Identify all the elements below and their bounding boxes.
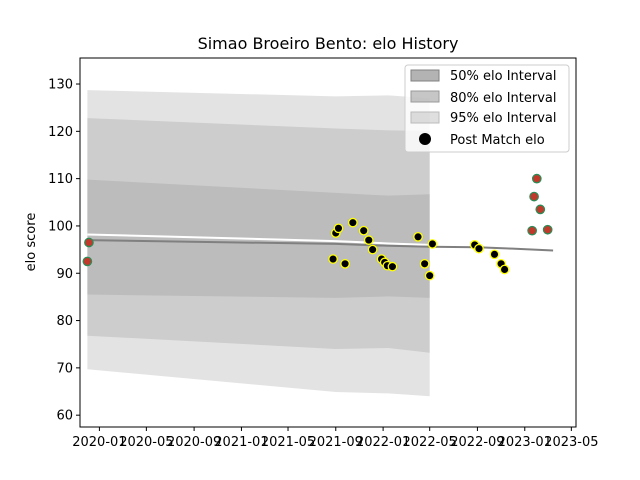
chart-title: Simao Broeiro Bento: elo History: [198, 34, 459, 53]
post-match-point-9: [367, 244, 378, 255]
y-tick-label: 70: [56, 361, 73, 376]
legend-label-post-match: Post Match elo: [450, 133, 545, 148]
x-tick-label: 2020-09: [167, 435, 221, 450]
post-match-point-25: [531, 173, 542, 184]
legend-label-80: 80% elo Interval: [450, 91, 557, 106]
axes-frame: [79, 57, 577, 428]
y-tick-label: 120: [48, 125, 73, 140]
post-match-point-26: [535, 204, 546, 215]
post-match-point-8: [363, 235, 374, 245]
x-tick-label: 2021-05: [261, 435, 315, 450]
post-match-point-1: [84, 237, 94, 248]
x-tick-label: 2021-09: [309, 435, 363, 450]
historic-elo-line: [87, 233, 430, 246]
post-match-point-5: [340, 258, 350, 269]
post-match-point-23: [527, 225, 537, 236]
x-tick-label: 2023-01: [498, 435, 552, 450]
post-match-point-0: [82, 256, 93, 267]
post-match-point-13: [387, 261, 398, 272]
legend-label-95: 95% elo Interval: [450, 111, 557, 126]
post-match-point-2: [328, 254, 338, 264]
y-axis-label: elo score: [24, 213, 39, 272]
post-match-point-15: [419, 258, 430, 269]
legend-box: [404, 64, 570, 153]
post-match-point-4: [333, 223, 344, 234]
x-tick-label: 2022-05: [403, 435, 457, 450]
x-tick-label: 2022-01: [356, 435, 410, 450]
legend: 50% elo Interval 80% elo Interval 95% el…: [404, 64, 570, 153]
legend-marker-post-match: [419, 133, 431, 145]
x-tick-label: 2020-05: [119, 435, 173, 450]
legend-label-50: 50% elo Interval: [450, 69, 557, 84]
legend-swatch-50: [410, 69, 440, 82]
legend-swatch-95: [410, 111, 440, 124]
post-match-point-7: [358, 225, 369, 236]
post-match-point-19: [474, 243, 484, 254]
y-axis: 60 70 80 90 100 110 120 130: [48, 78, 80, 424]
confidence-band-80: [87, 118, 430, 353]
x-tick-label: 2020-01: [72, 435, 126, 450]
y-tick-label: 130: [48, 78, 73, 93]
x-axis: 2020-012020-052020-092021-012021-052021-…: [72, 427, 599, 450]
y-tick-label: 80: [56, 314, 73, 329]
y-tick-label: 60: [56, 409, 73, 424]
post-match-point-22: [499, 264, 510, 275]
post-match-point-17: [427, 239, 438, 249]
post-match-point-16: [424, 270, 435, 281]
post-match-point-27: [542, 224, 553, 235]
y-tick-label: 90: [56, 267, 73, 282]
post-match-point-14: [413, 231, 423, 242]
y-tick-label: 100: [48, 219, 73, 234]
post-match-point-24: [529, 191, 539, 202]
post-match-point-20: [489, 249, 500, 260]
x-tick-label: 2022-09: [450, 435, 504, 450]
post-match-point-6: [347, 217, 358, 228]
y-tick-label: 110: [48, 172, 73, 187]
plot-area: [82, 90, 554, 397]
x-tick-label: 2023-05: [544, 435, 598, 450]
legend-swatch-80: [410, 90, 440, 103]
x-tick-label: 2021-01: [214, 435, 268, 450]
